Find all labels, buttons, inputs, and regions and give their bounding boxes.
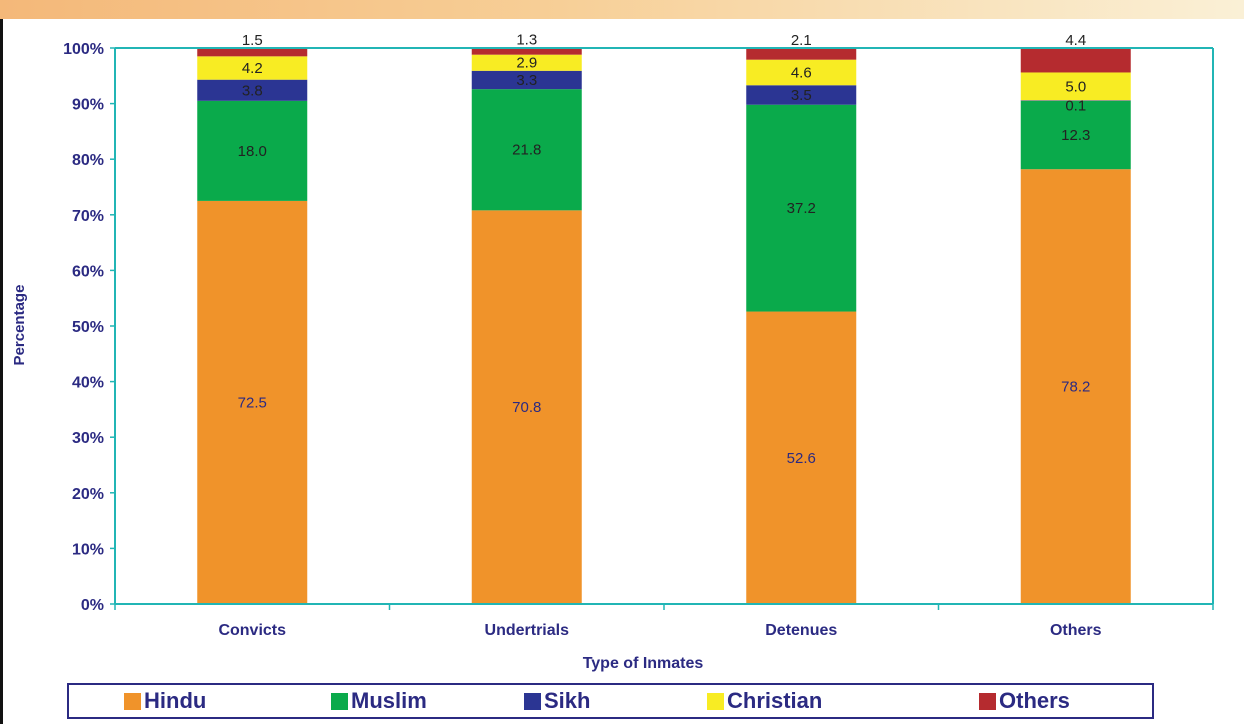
segment-labels: 72.5 18.0 3.8 4.2 1.5 70.8 21.8 3.32.9 1.3 52.6 37… — [238, 31, 1091, 466]
bar-segment-hindu-detenues — [746, 311, 857, 604]
bar-segment-others-others — [1020, 48, 1131, 73]
stacked-bar-chart: 0% 10% 20% 30% 40% 50% 60% 70% 80% 90% 100% 72.5 18… — [11, 31, 1214, 672]
data-label-christian: 4.6 — [791, 64, 812, 81]
data-label-hindu: 70.8 — [512, 399, 541, 416]
bar-segment-sikh-convicts — [197, 79, 308, 101]
legend-item-sikh: Sikh — [524, 685, 590, 717]
data-label-hindu: 52.6 — [787, 450, 816, 467]
data-label-sikh: 3.3 — [516, 72, 537, 89]
data-label-hindu: 78.2 — [1061, 379, 1090, 396]
data-label-others: 1.3 — [516, 31, 537, 48]
left-border-rule — [0, 19, 3, 724]
data-label-sikh: 3.5 — [791, 87, 812, 104]
legend-item-christian: Christian — [707, 685, 822, 717]
y-tick-label: 30% — [72, 430, 104, 447]
legend-swatch-hindu — [124, 692, 141, 710]
y-tick-label: 10% — [72, 541, 104, 558]
legend-swatch-christian — [707, 692, 724, 710]
y-tick-label: 40% — [72, 375, 104, 392]
bar-segment-hindu-others — [1020, 169, 1131, 604]
bar-segment-muslim-detenues — [746, 104, 857, 312]
y-tick-label: 90% — [72, 97, 104, 114]
bar-segment-others-undertrials — [471, 47, 582, 55]
legend-item-others: Others — [979, 685, 1070, 717]
bar-segment-christian-detenues — [746, 59, 857, 86]
legend-label-hindu: Hindu — [144, 688, 207, 713]
data-label-sikh: 3.8 — [242, 82, 263, 99]
bar-segment-others-detenues — [746, 48, 857, 60]
legend-label-others: Others — [999, 688, 1070, 713]
bar-segment-others-convicts — [197, 48, 308, 57]
data-label-christian: 4.2 — [242, 60, 263, 77]
legend-swatch-sikh — [524, 692, 541, 710]
data-label-muslim: 12.3 — [1061, 127, 1090, 144]
bar-segment-christian-others — [1020, 72, 1131, 101]
bar-segment-hindu-undertrials — [471, 210, 582, 605]
x-axis-ticks: Convicts Undertrials Detenues Others — [114, 604, 1214, 639]
legend-swatch-muslim — [331, 692, 348, 710]
y-tick-label: 70% — [72, 208, 104, 225]
legend-label-muslim: Muslim — [351, 688, 427, 713]
bar-segment-christian-undertrials — [471, 54, 582, 71]
y-tick-label: 20% — [72, 486, 104, 503]
y-tick-label: 0% — [81, 597, 104, 614]
bar-segment-sikh-detenues — [746, 85, 857, 105]
data-label-muslim: 21.8 — [512, 142, 541, 159]
y-tick-label: 80% — [72, 152, 104, 169]
bar-segment-christian-convicts — [197, 56, 308, 80]
y-axis-title: Percentage — [11, 285, 28, 366]
y-tick-label: 100% — [63, 41, 104, 58]
y-axis-ticks: 0% 10% 20% 30% 40% 50% 60% 70% 80% 90% 100% — [63, 41, 115, 614]
data-label-others: 2.1 — [791, 32, 812, 49]
bar-segment-hindu-convicts — [197, 200, 308, 604]
x-tick-label: Others — [1050, 622, 1102, 639]
legend-label-christian: Christian — [727, 688, 823, 713]
top-decorative-band — [0, 0, 1244, 19]
data-label-others: 1.5 — [242, 32, 263, 49]
x-tick-label: Convicts — [218, 622, 286, 639]
bar-segment-muslim-undertrials — [471, 89, 582, 211]
legend-swatch-others — [979, 692, 996, 710]
legend-label-sikh: Sikh — [544, 688, 591, 713]
legend: Hindu Muslim Sikh Christian Others — [67, 683, 1154, 719]
data-label-sikh: 0.1 — [1065, 97, 1086, 114]
x-axis-title: Type of Inmates — [583, 655, 704, 672]
x-tick-label: Detenues — [765, 622, 837, 639]
bar-segment-muslim-convicts — [197, 100, 308, 201]
data-label-christian: 2.9 — [516, 55, 537, 72]
data-label-others: 4.4 — [1065, 32, 1086, 49]
bar-segment-sikh-others — [1020, 100, 1131, 101]
legend-item-muslim: Muslim — [331, 685, 427, 717]
bar-segment-muslim-others — [1020, 100, 1131, 170]
y-tick-label: 60% — [72, 263, 104, 280]
bar-segment-sikh-undertrials — [471, 70, 582, 90]
data-label-hindu: 72.5 — [238, 394, 267, 411]
data-label-christian: 5.0 — [1065, 78, 1086, 95]
chart-bars — [197, 47, 1131, 605]
y-tick-label: 50% — [72, 319, 104, 336]
x-tick-label: Undertrials — [485, 622, 570, 639]
legend-item-hindu: Hindu — [124, 685, 206, 717]
data-label-muslim: 18.0 — [238, 143, 267, 160]
data-label-muslim: 37.2 — [787, 200, 816, 217]
